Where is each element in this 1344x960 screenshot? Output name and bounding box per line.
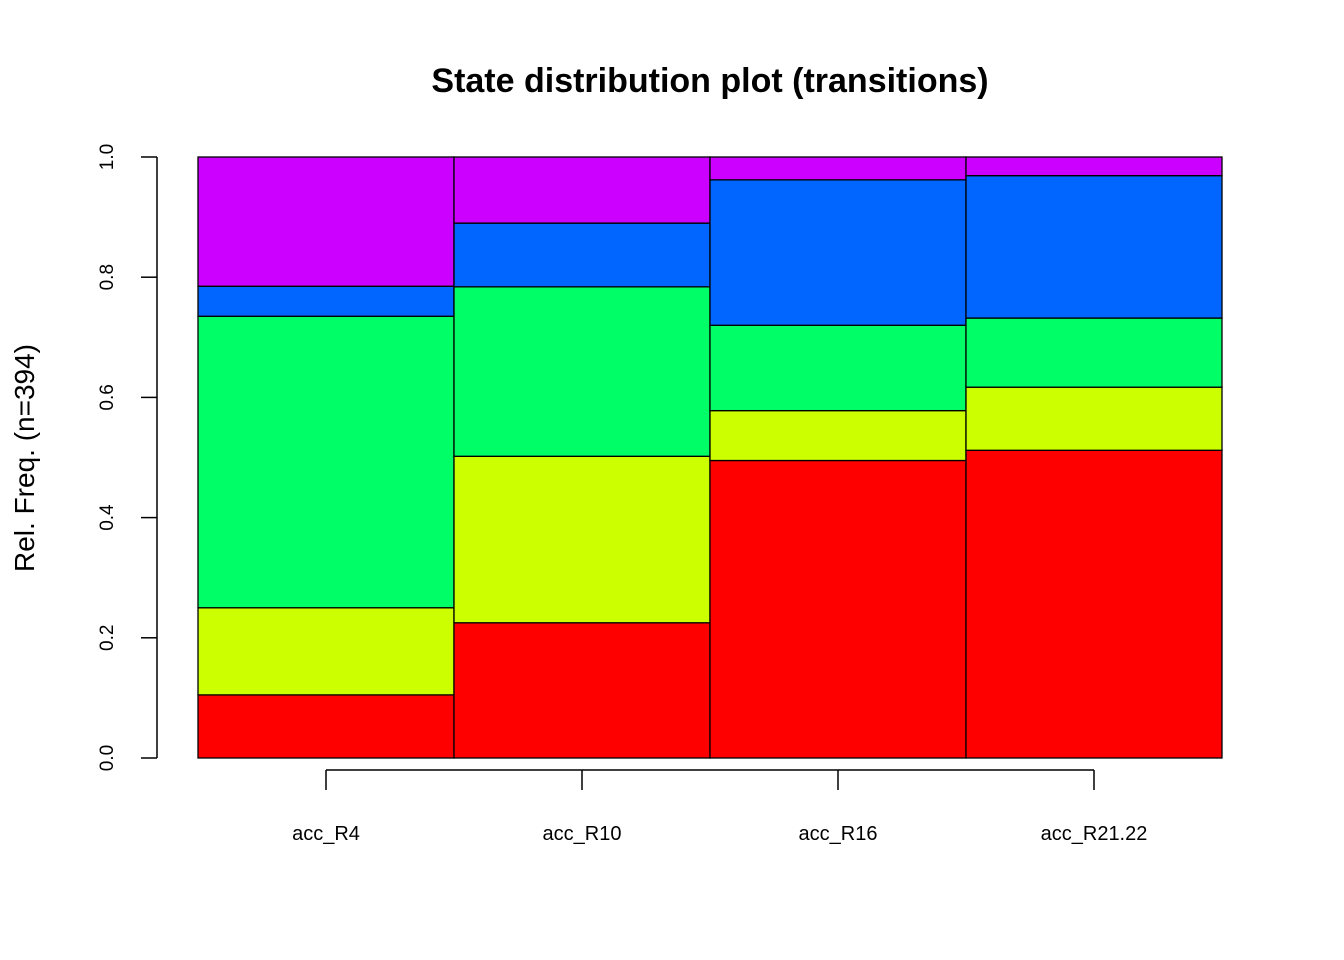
y-axis: 0.0 0.2 0.4 0.6 0.8 1.0 [97, 144, 158, 771]
bar-segment-1-5 [197, 156, 455, 287]
y-tick-label: 0.2 [97, 625, 118, 651]
bar-segment-3-4 [709, 179, 967, 326]
y-tick-label: 0.6 [97, 384, 118, 410]
bar-segment-1-2 [197, 607, 455, 696]
bar-segment-1-1 [197, 694, 455, 759]
bar-segment-2-5 [453, 156, 711, 224]
bar-segment-2-3 [453, 286, 711, 457]
bar-segment-2-4 [453, 222, 711, 288]
bar-segment-3-1 [709, 459, 967, 759]
bar-segment-4-3 [965, 317, 1223, 388]
bar-segment-2-1 [453, 622, 711, 759]
bar-segment-2-2 [453, 455, 711, 624]
bar-segment-4-2 [965, 386, 1223, 451]
bar-segment-4-4 [965, 174, 1223, 319]
x-tick-label: acc_R21.22 [1041, 823, 1148, 845]
x-tick-label: acc_R4 [292, 823, 360, 845]
chart-title: State distribution plot (transitions) [431, 62, 988, 100]
bar-segment-3-3 [709, 324, 967, 412]
y-tick-label: 0.8 [97, 264, 118, 290]
bars-layer [197, 156, 1223, 759]
bar-segment-1-4 [197, 285, 455, 317]
y-tick-label: 1.0 [97, 144, 118, 170]
y-tick-label: 0.4 [97, 504, 118, 531]
bar-segment-3-2 [709, 409, 967, 462]
x-axis: acc_R4 acc_R10 acc_R16 acc_R21.22 [292, 769, 1148, 845]
bar-segment-3-5 [709, 156, 967, 181]
x-tick-label: acc_R16 [799, 823, 878, 845]
bar-segment-4-5 [965, 156, 1223, 177]
x-tick-label: acc_R10 [543, 823, 622, 845]
y-tick-label: 0.0 [97, 745, 118, 771]
bar-segment-1-3 [197, 315, 455, 609]
bar-segment-4-1 [965, 449, 1223, 759]
y-axis-label: Rel. Freq. (n=394) [9, 344, 40, 572]
